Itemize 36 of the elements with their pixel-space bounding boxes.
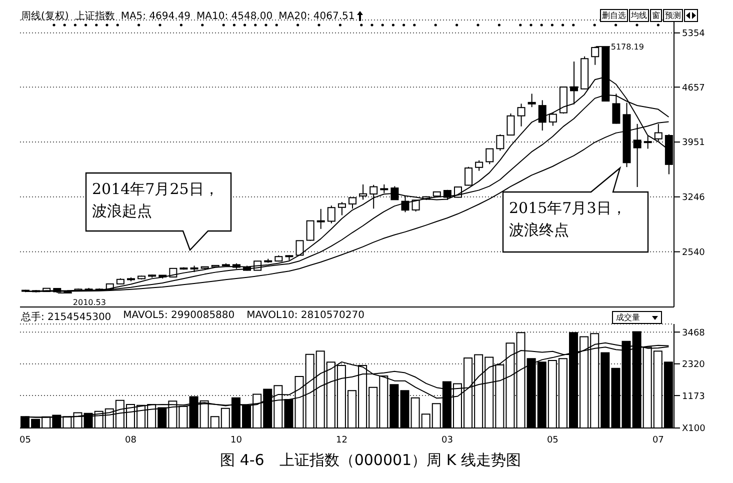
annotation: 删自选 <box>600 9 628 22</box>
y-tick-label: 3951 <box>682 138 705 148</box>
annotation: 周线(复权) <box>21 10 69 23</box>
x-tick-label: 05 <box>546 435 558 446</box>
y-tick-label: 3468 <box>682 328 706 338</box>
y-tick-label: 2540 <box>682 248 706 258</box>
y-tick-label: 2320 <box>682 360 706 370</box>
y-tick-label: 3246 <box>682 193 706 204</box>
annotation: 波浪起点 <box>92 201 153 222</box>
x-tick-label: 08 <box>125 435 137 446</box>
annotation: 预测 <box>663 9 683 22</box>
text: 成交量 <box>616 312 640 323</box>
y-tick-label: 4657 <box>682 83 705 94</box>
annotation: MA10: 4548.00 <box>196 10 273 22</box>
x-tick-label: 05 <box>20 435 31 446</box>
annotation: MA5: 4694.49 <box>120 10 191 22</box>
annotation: 波浪终点 <box>509 220 570 241</box>
annotation: 上证指数 <box>74 10 115 23</box>
annotation: 2014年7月25日， <box>92 179 219 200</box>
y-tick-label: 5354 <box>682 29 706 40</box>
annotation: 2015年7月3日， <box>509 198 626 219</box>
x-tick-label: 03 <box>441 435 453 446</box>
annotation: 2010.53 <box>72 298 106 307</box>
text: 总手: 2154545300 <box>21 310 112 324</box>
annotation: MA20: 4067.51 <box>278 10 355 22</box>
text: MAVOL5: 2990085880 <box>123 310 235 323</box>
x-tick-label: 10 <box>230 435 242 446</box>
annotation: 窗 <box>650 9 662 22</box>
annotation: 5178.19 <box>610 42 644 52</box>
annotation: 均线 <box>629 9 649 22</box>
text: MAVOL10: 2810570270 <box>246 310 364 323</box>
x-tick-label: 07 <box>652 435 664 446</box>
y-tick-label: X100 <box>682 424 706 434</box>
x-tick-label: 12 <box>336 435 348 446</box>
y-tick-label: 1173 <box>682 392 705 402</box>
text: 图 4-6 上证指数（000001）周 K 线走势图 <box>219 451 522 470</box>
